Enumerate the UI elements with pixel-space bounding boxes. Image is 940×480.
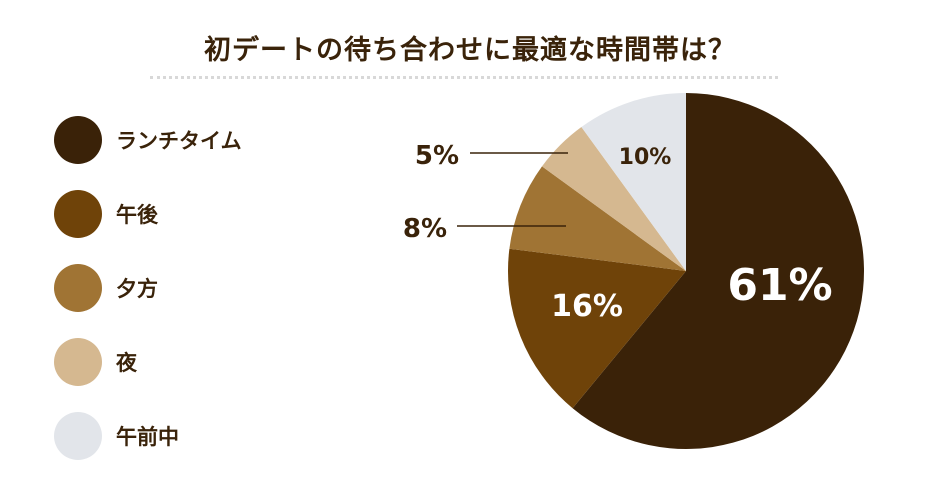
legend-swatch-evening (54, 264, 102, 312)
slice-label-lunch: 61% (727, 260, 832, 311)
legend-item-lunch: ランチタイム (54, 115, 242, 165)
chart-title: 初デートの待ち合わせに最適な時間帯は？ (204, 35, 736, 66)
pie-slice-morning (581, 93, 686, 271)
legend-label: 夕方 (116, 277, 158, 301)
legend-swatch-night (54, 338, 102, 386)
slice-label-night: 5% (415, 141, 459, 171)
title-divider (150, 76, 778, 79)
legend-label: 夜 (116, 351, 137, 375)
legend-label: 午後 (116, 203, 158, 227)
pie-slice-lunch (572, 93, 865, 449)
slice-label-morning: 10% (619, 145, 672, 170)
slice-label-afternoon: 16% (551, 289, 623, 324)
legend-item-night: 夜 (54, 337, 137, 387)
pie-slice-evening (509, 166, 686, 271)
legend-swatch-afternoon (54, 190, 102, 238)
legend-label: ランチタイム (116, 129, 242, 153)
pie-slice-afternoon (507, 248, 686, 409)
legend-item-evening: 夕方 (54, 263, 158, 313)
legend-label: 午前中 (116, 425, 179, 449)
slice-label-evening: 8% (403, 214, 447, 244)
pie-slice-night (542, 127, 686, 271)
legend-item-morning: 午前中 (54, 411, 179, 461)
legend-item-afternoon: 午後 (54, 189, 158, 239)
legend-swatch-lunch (54, 116, 102, 164)
legend-swatch-morning (54, 412, 102, 460)
